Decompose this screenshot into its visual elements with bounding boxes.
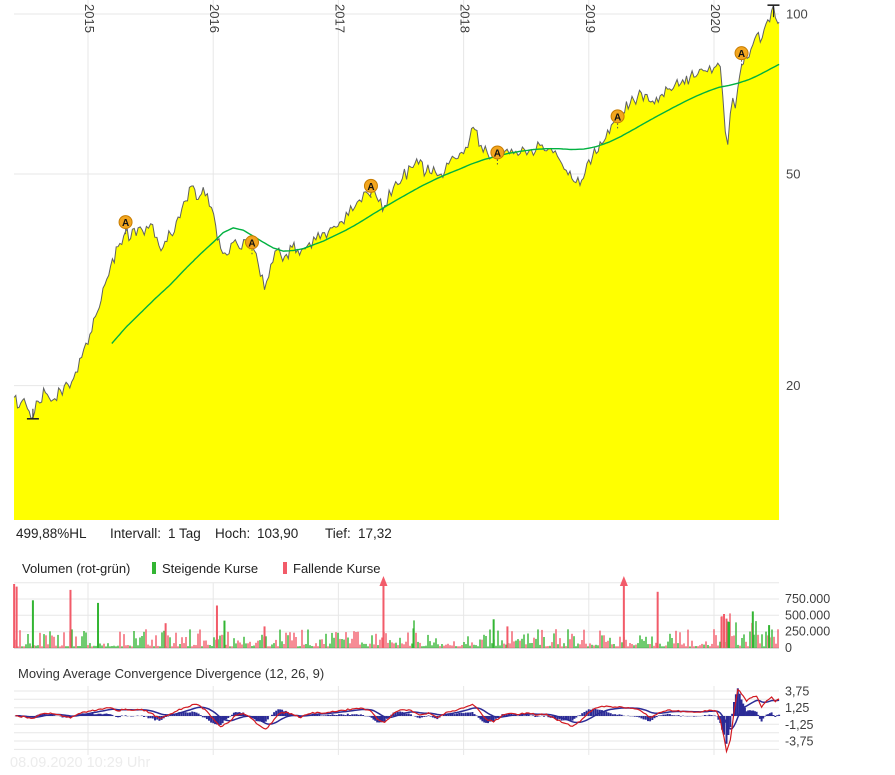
volume-tick-label: 250.000: [785, 625, 830, 639]
event-marker-a[interactable]: A: [734, 46, 749, 67]
svg-text:A: A: [738, 49, 745, 60]
event-marker-a[interactable]: A: [610, 109, 625, 130]
hl-percent: 499,88%HL: [16, 526, 87, 541]
year-tick-label: 2018: [458, 4, 473, 33]
price-tick-label: 50: [786, 167, 800, 182]
price-axis-labels: 2015 2016 2017 2018 2019 2020 100 50 20: [82, 4, 808, 393]
price-series: [13, 5, 780, 520]
high-low-markers: [26, 4, 780, 420]
volume-axis-labels: 750.000 500.000 250.000 0: [785, 592, 830, 655]
price-tick-label: 100: [786, 7, 808, 22]
macd-axis-labels: 3,75 1,25 -1,25 -3,75: [785, 685, 814, 749]
svg-text:A: A: [367, 182, 374, 193]
clipped-volume-arrow-icon: [619, 576, 628, 586]
volume-legend-title: Volumen (rot-grün): [22, 561, 131, 576]
interval-value: 1 Tag: [168, 526, 201, 541]
volume-tick-label: 750.000: [785, 592, 830, 606]
event-marker-a[interactable]: A: [245, 235, 260, 256]
volume-tick-label: 0: [785, 641, 792, 655]
high-label: Hoch:: [215, 526, 251, 541]
event-marker-a[interactable]: A: [118, 215, 133, 236]
year-tick-label: 2016: [207, 4, 222, 33]
falling-volume-label: Fallende Kurse: [293, 561, 381, 576]
macd-title: Moving Average Convergence Divergence (1…: [18, 666, 325, 681]
macd-grid: [14, 686, 779, 755]
event-marker-a[interactable]: A: [490, 145, 505, 166]
timestamp: 08.09.2020 10:29 Uhr: [10, 755, 151, 771]
low-value: 17,32: [358, 526, 392, 541]
svg-text:A: A: [248, 238, 255, 249]
svg-text:A: A: [494, 148, 501, 159]
price-tick-label: 20: [786, 378, 800, 393]
volume-tick-label: 500.000: [785, 608, 830, 622]
moving-average-line: [111, 63, 780, 344]
rising-volume-label: Steigende Kurse: [162, 561, 259, 576]
volume-grid: [14, 582, 779, 649]
volume-spikes: [13, 576, 771, 648]
year-tick-label: 2019: [583, 4, 598, 33]
year-tick-label: 2020: [708, 4, 723, 33]
year-tick-label: 2015: [82, 4, 97, 33]
high-value: 103,90: [257, 526, 299, 541]
svg-text:A: A: [122, 218, 129, 229]
falling-volume-swatch-icon: [283, 562, 287, 574]
event-markers[interactable]: A A A A A A: [118, 46, 749, 256]
rising-volume-swatch-icon: [152, 562, 156, 574]
svg-text:A: A: [614, 112, 621, 123]
macd-tick-label: -1,25: [785, 718, 814, 732]
macd-tick-label: 1,25: [785, 701, 809, 715]
macd-lines: [15, 688, 780, 754]
macd-tick-label: -3,75: [785, 735, 814, 749]
volume-bars: [13, 613, 779, 648]
clipped-volume-arrow-icon: [379, 576, 388, 586]
low-label: Tief:: [325, 526, 351, 541]
macd-tick-label: 3,75: [785, 685, 809, 699]
interval-label: Intervall:: [110, 526, 162, 541]
year-tick-label: 2017: [332, 4, 347, 33]
event-marker-a[interactable]: A: [363, 178, 378, 199]
